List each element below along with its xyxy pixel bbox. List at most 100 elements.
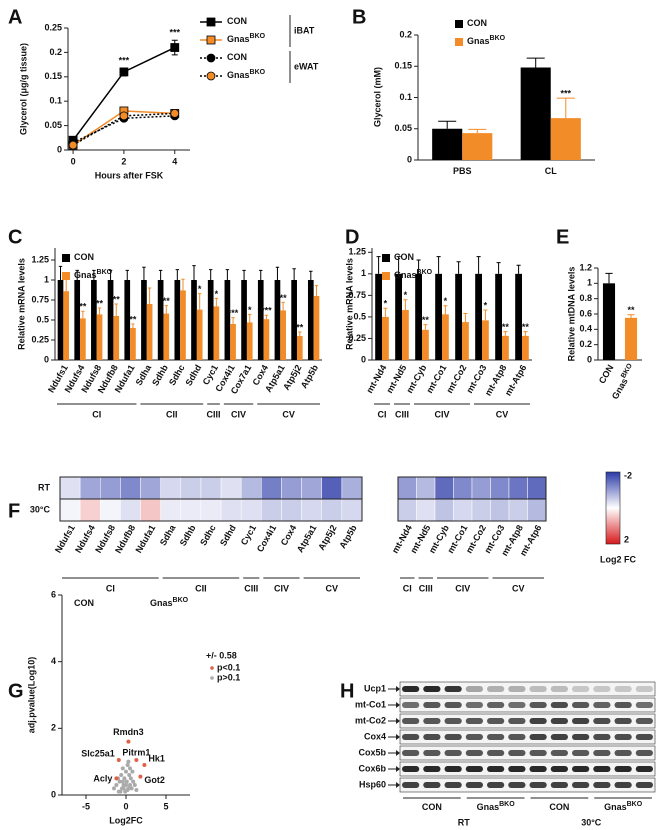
legend-label: CON xyxy=(227,16,247,26)
point xyxy=(142,763,147,767)
blot-band xyxy=(593,750,611,756)
y-tick-label: 1.25 xyxy=(31,254,49,264)
heat-cell xyxy=(59,498,81,522)
error-bar xyxy=(292,268,296,280)
legend-group: iBAT xyxy=(294,25,315,35)
blot-band xyxy=(550,750,568,756)
bar xyxy=(91,280,97,360)
blot-band xyxy=(508,702,526,708)
point xyxy=(125,788,130,792)
heat-cell xyxy=(490,498,510,522)
bar xyxy=(432,128,463,160)
blot-band xyxy=(423,734,441,740)
error-bar xyxy=(423,324,428,330)
arrow-head xyxy=(396,702,400,708)
error-bar xyxy=(438,120,457,129)
legend-label-main: Gnas xyxy=(74,270,97,280)
x-tick-label-main: Gnas xyxy=(610,377,630,401)
significance: ** xyxy=(422,315,430,325)
point xyxy=(126,759,131,764)
point xyxy=(129,786,134,791)
y-tick-label: 4 xyxy=(51,656,56,666)
heat-cell xyxy=(321,498,343,522)
x-tick-label: Atp5b xyxy=(337,523,359,551)
error-bar xyxy=(443,305,448,315)
legend-label-main: Gnas xyxy=(227,70,250,80)
bar xyxy=(291,280,297,360)
protein-label: Hsp60 xyxy=(359,779,386,789)
point xyxy=(124,783,128,787)
error-bar xyxy=(181,278,185,291)
legend-label-main: CON xyxy=(394,252,414,262)
point xyxy=(124,769,128,774)
blot-band xyxy=(465,782,483,788)
bar xyxy=(180,290,186,360)
y-tick-label: 0.25 xyxy=(31,334,49,344)
blot-band xyxy=(572,750,590,756)
legend-swatch xyxy=(382,254,390,262)
legend-label-main: Gnas xyxy=(394,270,417,280)
significance: ** xyxy=(502,322,510,332)
arrow-head xyxy=(396,782,400,788)
error-bar xyxy=(468,128,487,134)
blot-band xyxy=(529,750,547,756)
heat-cell xyxy=(471,498,491,522)
error-bar xyxy=(396,256,401,274)
panel-letter: A xyxy=(8,6,22,28)
group-label: CV xyxy=(512,583,525,593)
significance: * xyxy=(384,299,388,309)
bar xyxy=(257,280,264,360)
group-label: CV xyxy=(496,409,509,419)
blot-band xyxy=(487,702,505,708)
significance: ** xyxy=(280,293,288,303)
legend-label-sup: BKO xyxy=(490,35,506,42)
heat-cell xyxy=(397,498,417,522)
significance: ** xyxy=(129,314,137,324)
y-tick-label: 0.75 xyxy=(348,290,366,300)
point-label: Pitrm1 xyxy=(122,747,150,757)
blot-band xyxy=(402,734,420,740)
heat-cell xyxy=(261,498,282,522)
x-tick-label: 0 xyxy=(123,801,128,811)
x-tick-label: PBS xyxy=(453,166,472,176)
blot-band xyxy=(593,718,611,724)
blot-band xyxy=(465,718,483,724)
blot-band xyxy=(402,766,420,772)
bar xyxy=(307,280,314,360)
significance: ** xyxy=(163,296,171,306)
x-tick-label: Cox4 xyxy=(279,523,299,547)
blot-band xyxy=(508,718,526,724)
point xyxy=(114,776,119,781)
point xyxy=(117,779,122,784)
bar xyxy=(296,336,303,360)
y-axis-label: Glycerol (μg/g tissue) xyxy=(18,43,28,135)
blot-band xyxy=(444,782,462,788)
y-tick-label: 6 xyxy=(51,589,56,599)
legend-title: +/- 0.58 xyxy=(206,650,237,660)
error-bar xyxy=(158,269,163,280)
x-tick-label: CL xyxy=(545,166,557,176)
group-label: CIV xyxy=(274,583,289,593)
legend-marker xyxy=(206,35,216,45)
blot-band xyxy=(572,782,590,788)
y-axis-label: Relative mRNA levels xyxy=(16,258,26,350)
x-tick-label: 5 xyxy=(163,801,168,811)
legend-label: CON xyxy=(74,252,94,262)
blot-band xyxy=(614,734,632,740)
significance: *** xyxy=(119,55,130,65)
x-tick-label: Atp5b xyxy=(299,363,321,391)
x-tick-label: Cyc1 xyxy=(239,523,258,547)
heat-cell xyxy=(220,498,242,522)
significance: ** xyxy=(96,298,104,308)
error-bar xyxy=(147,287,152,304)
group-label: GnasBKO xyxy=(477,801,516,813)
point xyxy=(126,739,131,744)
error-bar xyxy=(58,265,63,280)
heat-cell xyxy=(180,498,202,522)
bar xyxy=(522,335,529,360)
blot-band xyxy=(635,750,653,756)
corner-label-sup: BKO xyxy=(173,597,189,604)
blot-band xyxy=(529,702,547,708)
blot-band xyxy=(465,734,483,740)
bar xyxy=(475,273,482,360)
